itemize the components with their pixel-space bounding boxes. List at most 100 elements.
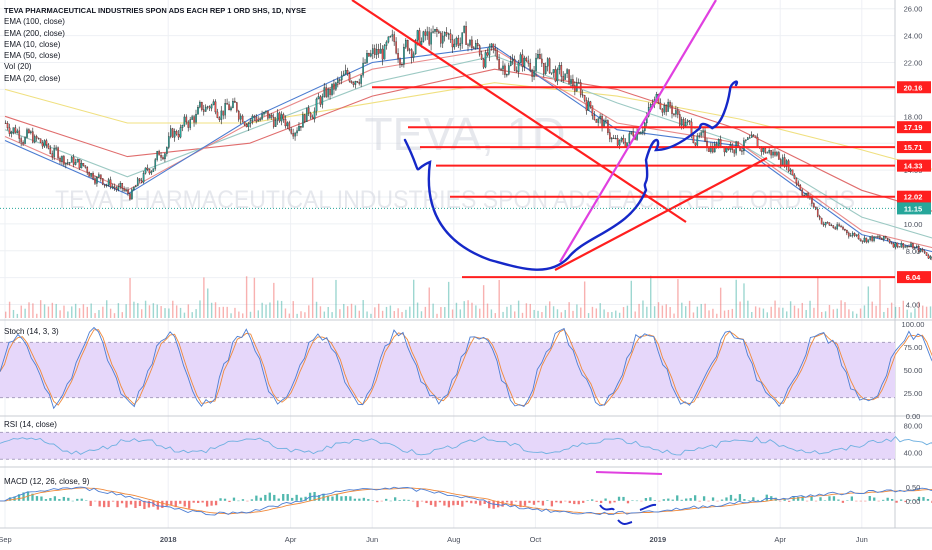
candle-body <box>243 121 246 125</box>
volume-bar <box>424 306 427 318</box>
macd-histogram-bar <box>53 496 57 501</box>
candle-body <box>638 132 640 135</box>
candle-body <box>131 189 133 200</box>
candle-body <box>883 235 885 240</box>
macd-histogram-bar <box>496 500 500 508</box>
macd-histogram-bar <box>246 500 249 502</box>
volume-bar <box>650 275 652 318</box>
macd-histogram-bar <box>102 500 106 508</box>
candle-body <box>354 81 357 85</box>
legend-ema200[interactable]: EMA (200, close) <box>4 28 65 38</box>
candle-body <box>35 136 38 139</box>
candle-body <box>564 73 566 80</box>
candle-body <box>204 106 207 112</box>
candle-body <box>921 249 924 252</box>
candle-body <box>30 131 32 134</box>
candle-body <box>908 246 910 248</box>
candle-body <box>579 82 582 95</box>
candle-body <box>593 115 596 120</box>
macd-histogram-bar <box>470 500 473 504</box>
macd-histogram-bar <box>44 499 48 501</box>
macd-histogram-bar <box>425 500 428 504</box>
candle-body <box>774 151 776 156</box>
candle-body <box>160 154 162 158</box>
macd-histogram-bar <box>617 496 621 501</box>
candle-body <box>368 53 370 57</box>
legend-ema10[interactable]: EMA (10, close) <box>4 39 61 49</box>
volume-bar <box>719 287 722 318</box>
candle-body <box>389 36 392 38</box>
legend-ema20[interactable]: EMA (20, close) <box>4 73 61 83</box>
volume-bar <box>55 303 57 318</box>
candle-body <box>861 240 864 242</box>
candle-body <box>22 141 24 144</box>
candle-body <box>927 255 930 259</box>
volume-bar <box>716 313 718 318</box>
volume-bar <box>374 307 376 318</box>
volume-bar <box>102 306 104 318</box>
candle-body <box>519 54 522 63</box>
macd-histogram-bar <box>886 497 889 501</box>
candle-body <box>408 49 411 51</box>
legend-ema100[interactable]: EMA (100, close) <box>4 17 65 27</box>
volume-bar <box>385 306 388 318</box>
candle-body <box>609 132 611 140</box>
macd-pane-label[interactable]: MACD (12, 26, close, 9) <box>4 477 90 486</box>
candle-body <box>917 246 920 252</box>
macd-histogram-bar <box>586 500 589 501</box>
time-tick-label: 2018 <box>160 535 177 544</box>
legend-ema50[interactable]: EMA (50, close) <box>4 51 61 61</box>
candle-body <box>43 140 46 147</box>
candle-body <box>356 81 359 83</box>
candle-body <box>282 114 285 120</box>
volume-bar <box>848 309 850 318</box>
volume-bar <box>510 304 512 318</box>
candle-body <box>259 119 261 121</box>
candle-body <box>98 174 100 178</box>
candle-body <box>375 49 378 55</box>
candle-body <box>323 87 326 97</box>
macd-histogram-bar <box>268 492 271 501</box>
candle-body <box>271 114 273 118</box>
candle-body <box>515 70 518 73</box>
macd-histogram-bar <box>138 500 142 507</box>
candle-body <box>640 132 642 135</box>
volume-bar <box>71 306 73 318</box>
macd-histogram-bar <box>796 497 800 501</box>
ema-line <box>4 68 932 212</box>
candle-body <box>830 224 833 227</box>
volume-bar <box>700 303 702 318</box>
macd-histogram-bar <box>814 500 818 502</box>
candle-body <box>208 106 211 109</box>
volume-bar <box>747 300 749 318</box>
macd-histogram-bar <box>805 500 809 502</box>
candle-body <box>682 119 685 127</box>
macd-histogram-bar <box>895 500 898 503</box>
candle-body <box>142 173 145 183</box>
volume-bar <box>727 309 730 318</box>
stoch-pane-label[interactable]: Stoch (14, 3, 3) <box>4 327 59 336</box>
candle-body <box>274 120 277 127</box>
volume-bar <box>43 304 46 318</box>
macd-histogram-bar <box>873 497 876 501</box>
candle-body <box>45 140 48 145</box>
price-tick-label: 8.00 <box>906 247 921 256</box>
macd-histogram-bar <box>859 500 862 502</box>
candle-body <box>453 43 456 48</box>
rsi-line <box>0 436 932 456</box>
volume-bar <box>141 309 143 318</box>
candle-body <box>476 43 479 46</box>
volume-bar <box>867 286 870 318</box>
candle-body <box>133 186 135 190</box>
candle-body <box>430 32 432 45</box>
legend-volume[interactable]: Vol (20) <box>4 62 32 72</box>
rsi-pane-label[interactable]: RSI (14, close) <box>4 420 57 429</box>
volume-bar <box>63 305 65 318</box>
macd-histogram-bar <box>756 499 759 501</box>
candle-body <box>605 120 607 122</box>
candle-body <box>478 45 481 55</box>
candle-body <box>241 115 244 123</box>
candle-body <box>642 130 644 133</box>
volume-bar <box>308 305 310 318</box>
